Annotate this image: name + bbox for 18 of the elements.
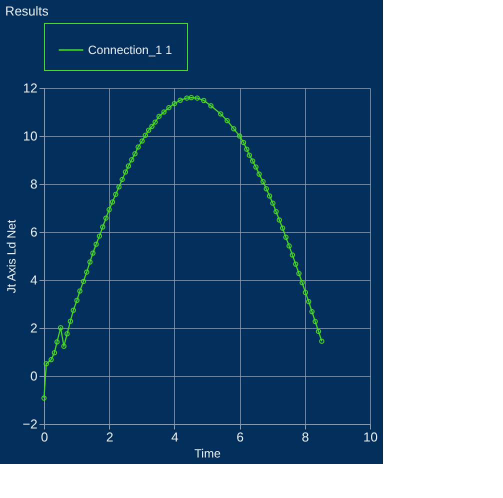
y-tick-label: 2 — [30, 320, 38, 336]
y-tick-label: 10 — [23, 128, 38, 144]
x-tick-label: 0 — [40, 430, 48, 444]
y-tick-label: 12 — [23, 80, 38, 96]
legend-label: Connection_1 1 — [88, 43, 172, 57]
y-tick-label: −2 — [22, 416, 38, 432]
x-tick-label: 8 — [302, 430, 309, 444]
y-tick-label: 6 — [30, 224, 38, 240]
x-tick-label: 10 — [363, 430, 378, 444]
y-tick-label: 8 — [30, 176, 38, 192]
y-tick-label: 0 — [30, 368, 38, 384]
x-tick-label: 4 — [171, 430, 179, 444]
y-axis-title: Jt Axis Ld Net — [4, 219, 19, 294]
y-tick-label: 4 — [30, 272, 38, 288]
x-tick-label: 6 — [236, 430, 244, 444]
x-axis-title: Time — [194, 446, 221, 460]
x-tick-label: 2 — [106, 430, 114, 444]
chart-title: Results — [5, 4, 50, 18]
